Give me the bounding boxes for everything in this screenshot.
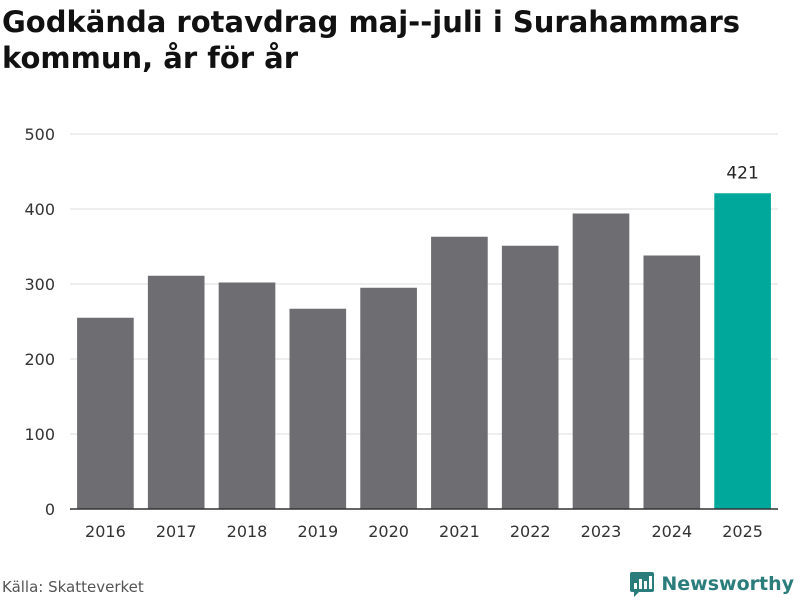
bar-2025	[714, 193, 771, 509]
bar-chart-speech-icon	[630, 572, 655, 597]
x-tick-label: 2024	[651, 522, 692, 541]
bar-2022	[501, 245, 559, 509]
x-tick-label: 2020	[368, 522, 409, 541]
bar-chart: 0 100 200 300 400 500 2016 2017 2018 2019 2020 202…	[24, 125, 778, 541]
bar-2018	[218, 282, 276, 509]
y-tick-label: 0	[45, 500, 55, 519]
y-tick-label: 200	[24, 350, 55, 369]
bar-2016	[77, 317, 134, 509]
y-tick-label: 500	[24, 125, 55, 144]
bar-2024	[643, 255, 701, 509]
bars	[77, 193, 771, 509]
bar-2017	[147, 275, 205, 509]
bar-2023	[572, 213, 630, 509]
x-tick-label: 2016	[85, 522, 126, 541]
bar-2019	[289, 308, 347, 509]
x-tick-label: 2019	[297, 522, 338, 541]
data-labels: 421	[726, 163, 758, 183]
y-tick-label: 400	[24, 200, 55, 219]
source-note: Källa: Skatteverket	[2, 578, 144, 596]
x-tick-label: 2023	[581, 522, 622, 541]
x-tick-label: 2022	[510, 522, 551, 541]
y-tick-label: 100	[24, 425, 55, 444]
y-tick-label: 300	[24, 275, 55, 294]
x-axis-ticks: 2016 2017 2018 2019 2020 2021 2022 2023 2024 2025	[85, 522, 763, 541]
y-axis-ticks: 0 100 200 300 400 500	[24, 125, 55, 519]
x-tick-label: 2021	[439, 522, 480, 541]
chart-title: Godkända rotavdrag maj--juli i Surahamma…	[2, 5, 741, 75]
x-tick-label: 2025	[722, 522, 763, 541]
brand-name: Newsworthy	[661, 573, 794, 595]
x-tick-label: 2017	[156, 522, 197, 541]
bar-2021	[431, 236, 488, 509]
data-label: 421	[726, 163, 758, 183]
x-tick-label: 2018	[227, 522, 268, 541]
bar-2020	[360, 287, 417, 509]
brand-logo: Newsworthy	[629, 568, 794, 600]
